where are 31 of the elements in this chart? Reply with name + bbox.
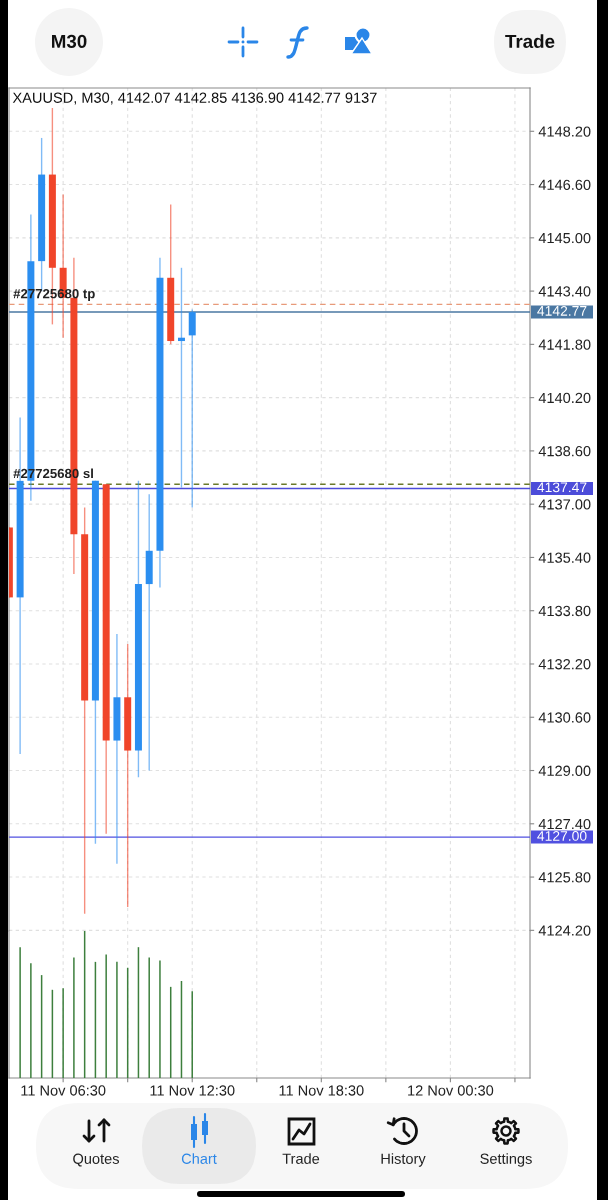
x-tick-label: 11 Nov 06:30 [21, 1085, 106, 1096]
text: Chart [181, 1153, 217, 1164]
y-tick-label: 4132.20 [538, 659, 591, 670]
chart-title: XAUUSD, M30, 4142.07 4142.85 4136.90 4142.77 9137 [12, 92, 377, 105]
y-tick-label: 4138.60 [538, 446, 591, 457]
y-tick-label: 4130.60 [538, 712, 591, 723]
y-tick-label: 4125.80 [538, 872, 591, 883]
y-tick-label: 4148.20 [538, 126, 591, 137]
ref-line-label: 4137.47 [537, 482, 587, 493]
y-tick-label: 4137.00 [538, 499, 591, 510]
y-tick-label: 4127.40 [538, 818, 591, 830]
y-tick-label: 4145.00 [538, 232, 591, 244]
text: M30 [52, 34, 87, 49]
y-tick-label: 4129.00 [538, 765, 591, 776]
x-tick-label: 11 Nov 12:30 [150, 1085, 235, 1096]
y-tick-label: 4140.20 [538, 392, 591, 404]
text: Trade [282, 1153, 320, 1164]
x-tick-label: 12 Nov 00:30 [408, 1085, 494, 1096]
y-tick-label: 4133.80 [538, 605, 591, 617]
text: Quotes [73, 1153, 119, 1167]
y-tick-label: 4141.80 [538, 339, 591, 350]
text: Trade [505, 34, 555, 49]
text: History [381, 1153, 426, 1167]
ref-line-label: 4142.77 [537, 305, 587, 316]
x-tick-label: 11 Nov 18:30 [279, 1085, 364, 1096]
ref-line-label: 4127.00 [537, 831, 587, 841]
text: Settings [480, 1153, 532, 1167]
y-tick-label: 4146.60 [538, 179, 591, 190]
y-tick-label: 4124.20 [538, 925, 591, 936]
y-tick-label: 4143.40 [538, 286, 591, 297]
y-tick-label: 4135.40 [538, 552, 591, 563]
